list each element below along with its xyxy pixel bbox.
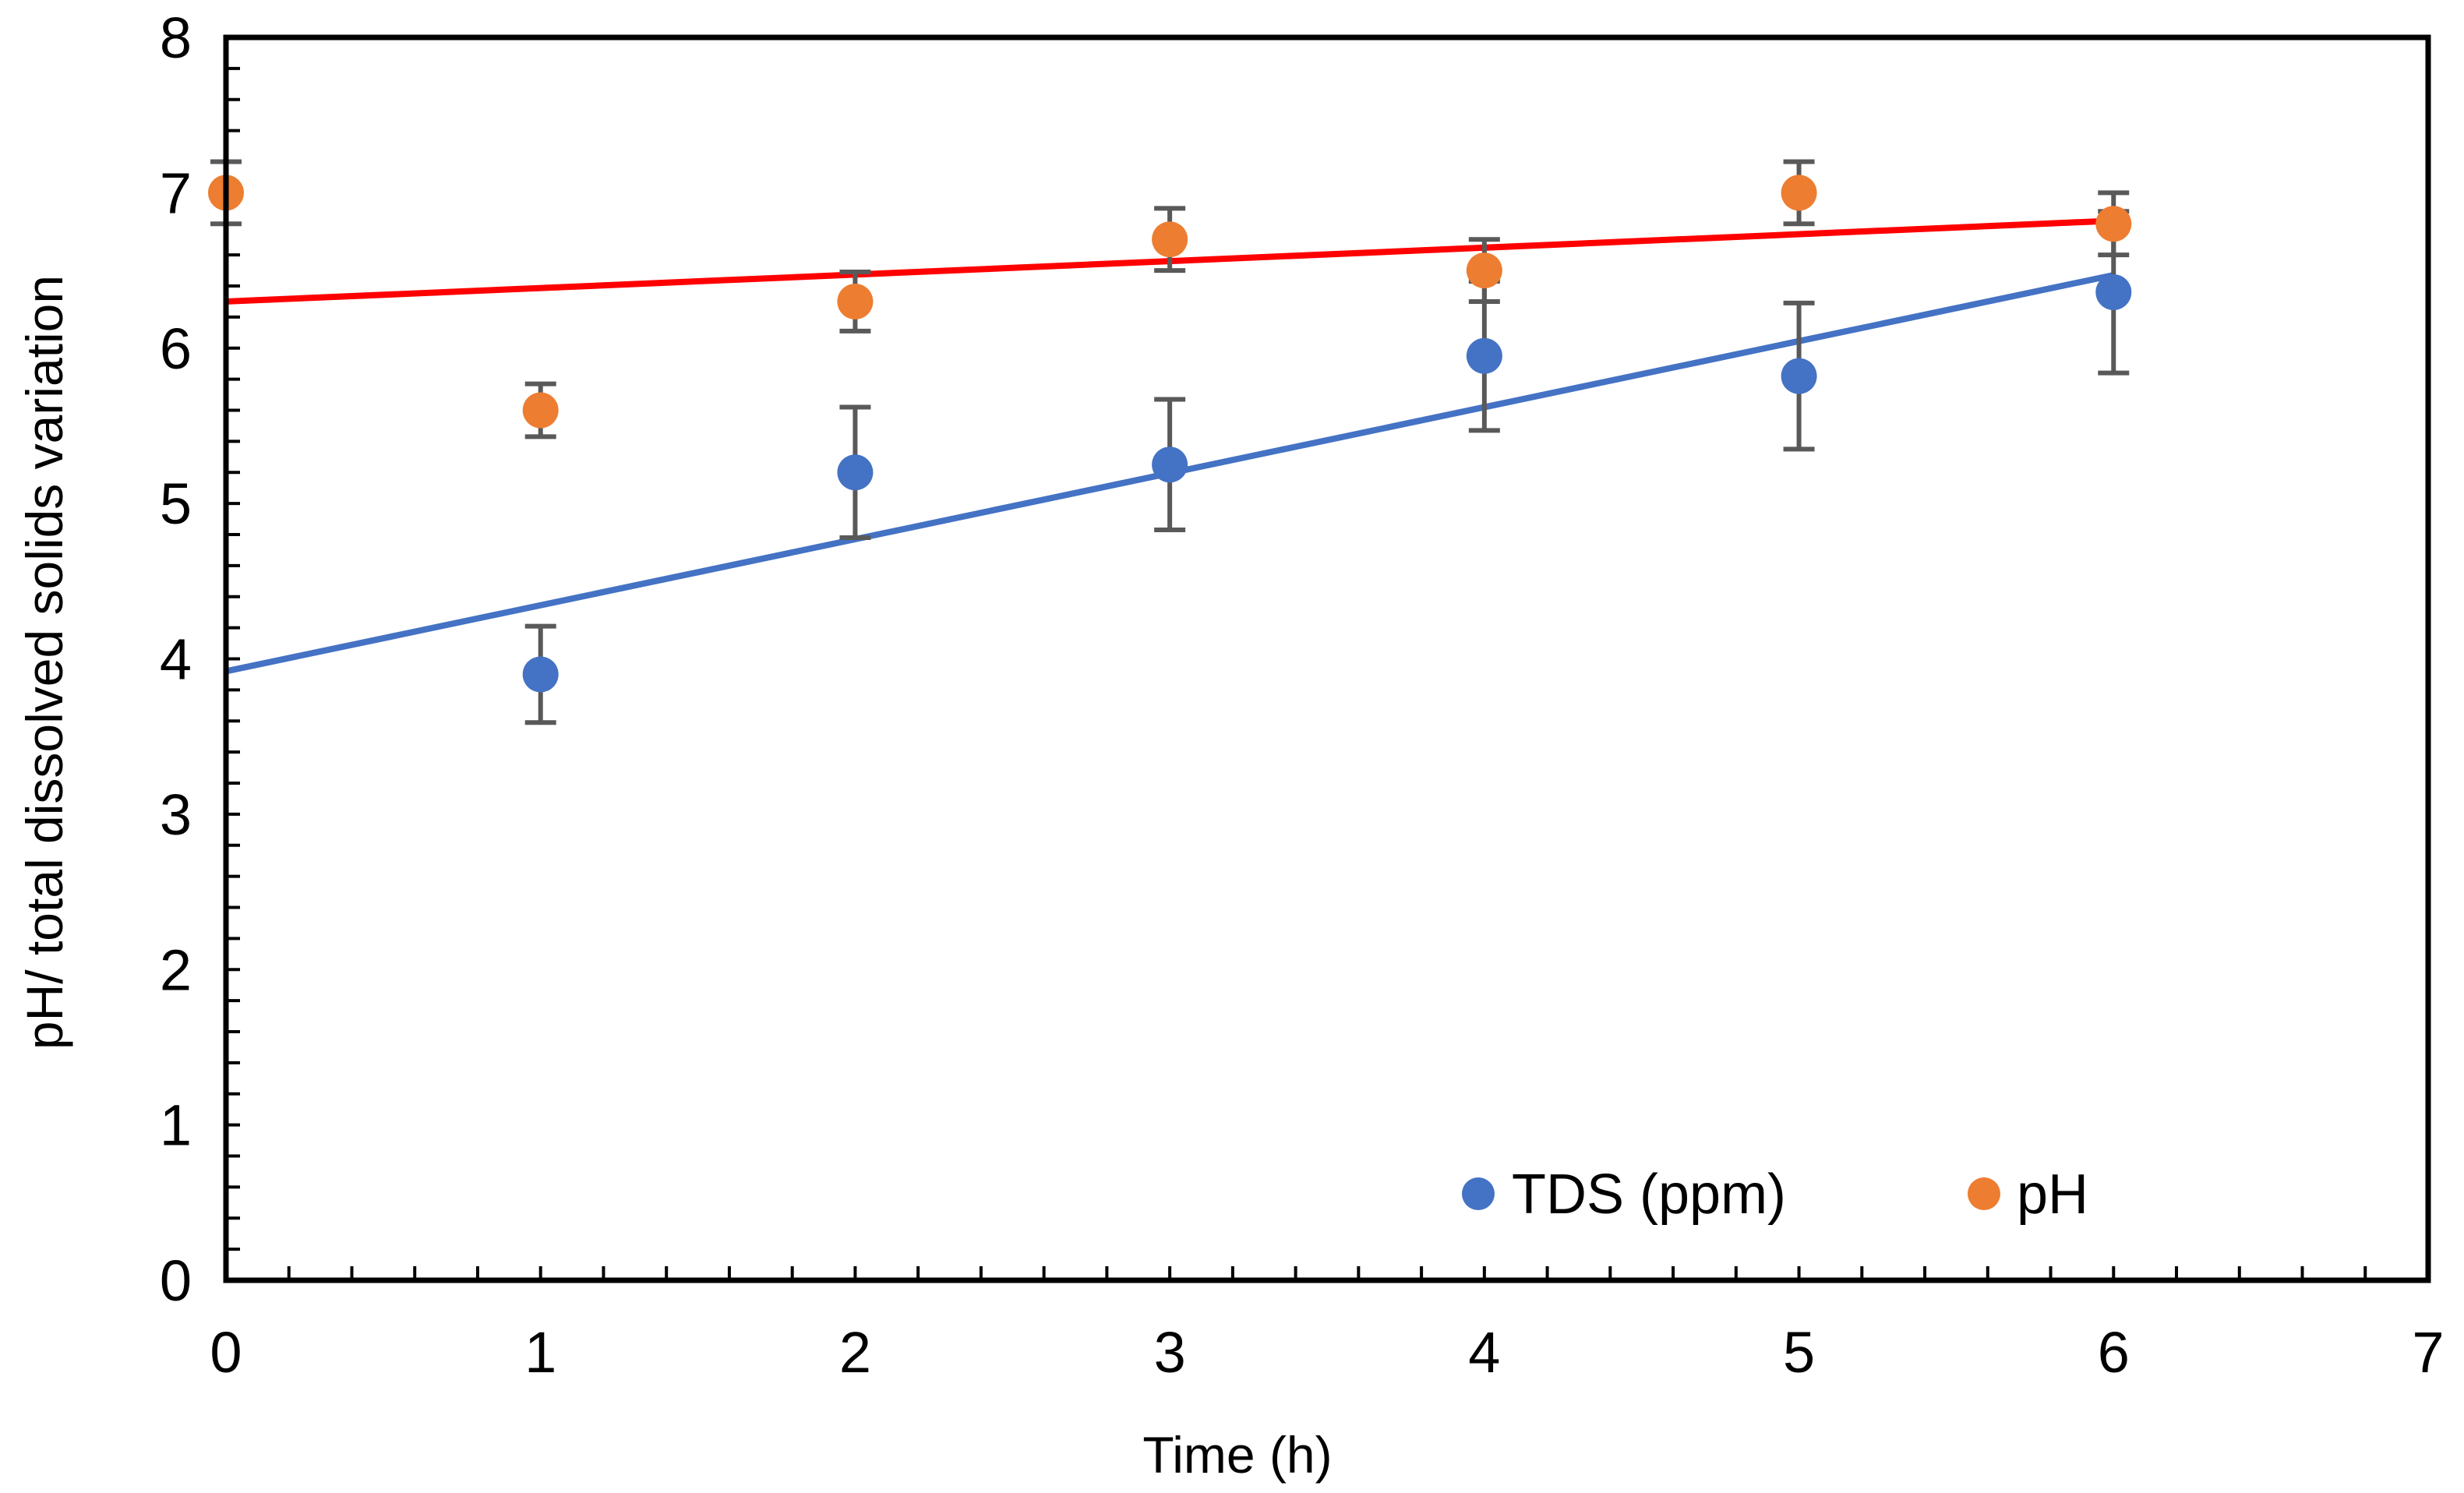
y-tick-labels: 0 1 2 3 4 5 6 7 8	[160, 5, 192, 1313]
y-tick-label: 7	[160, 161, 192, 225]
legend: TDS (ppm) pH	[1462, 1163, 2088, 1226]
data-point-ph	[1466, 252, 1502, 289]
x-tick-labels: 0 1 2 3 4 5 6 7	[210, 1320, 2444, 1385]
legend-marker-ph	[1968, 1177, 2000, 1210]
points	[208, 175, 2132, 693]
x-tick-label: 1	[524, 1320, 556, 1385]
x-tick-label: 5	[1783, 1320, 1815, 1385]
data-point-tds	[2095, 274, 2132, 310]
legend-label-ph: pH	[2017, 1163, 2088, 1226]
y-tick-label: 3	[160, 782, 192, 847]
x-axis-title: Time (h)	[1142, 1426, 1332, 1484]
x-tick-label: 0	[210, 1320, 242, 1385]
x-tick-label: 3	[1154, 1320, 1186, 1385]
x-tick-label: 7	[2412, 1320, 2444, 1385]
x-tick-label: 2	[839, 1320, 871, 1385]
data-point-tds	[1781, 358, 1817, 394]
data-point-tds	[522, 656, 559, 693]
data-point-ph	[522, 392, 559, 429]
y-tick-label: 6	[160, 316, 192, 381]
data-point-ph	[1781, 175, 1817, 211]
plot-frame	[223, 34, 2431, 1283]
y-tick-label: 5	[160, 471, 192, 536]
legend-label-tds: TDS (ppm)	[1512, 1163, 1786, 1226]
y-tick-label: 1	[160, 1093, 192, 1158]
x-tick-label: 4	[1468, 1320, 1500, 1385]
y-tick-label: 4	[160, 627, 192, 692]
y-tick-label: 8	[160, 5, 192, 70]
x-tick-label: 6	[2098, 1320, 2130, 1385]
y-tick-label: 2	[160, 937, 192, 1002]
y-axis-title: pH/ total dissolved solids variation	[16, 275, 73, 1050]
y-tick-label: 0	[160, 1248, 192, 1313]
legend-marker-tds	[1462, 1177, 1495, 1210]
data-point-ph	[1152, 221, 1188, 258]
data-point-ph	[837, 283, 874, 319]
data-point-tds	[1152, 446, 1188, 483]
data-point-ph	[2095, 206, 2132, 242]
data-point-tds	[1466, 337, 1502, 374]
data-point-tds	[837, 454, 874, 491]
